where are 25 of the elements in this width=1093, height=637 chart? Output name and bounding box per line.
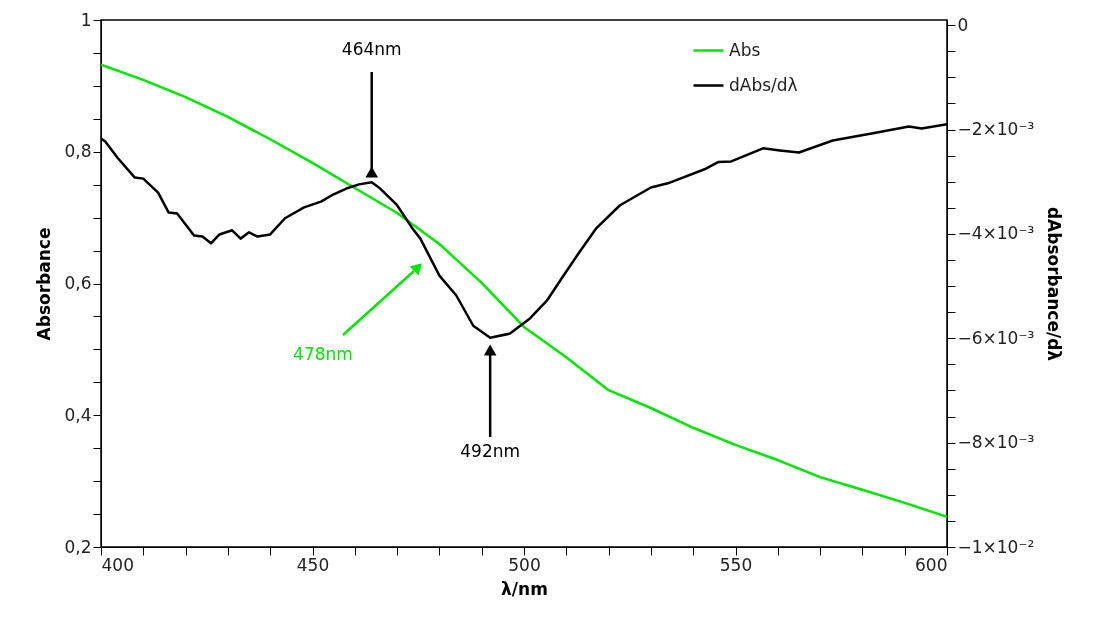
y2-axis-title: dAbsorbance/dλ: [1044, 206, 1065, 362]
legend-label: Abs: [729, 39, 761, 60]
y-tick-label: 1: [80, 9, 92, 30]
y2-tick-label: −6×10⁻³: [957, 327, 1035, 348]
y-tick-label: 0,2: [64, 536, 92, 557]
y2-tick-label: −1×10⁻²: [957, 536, 1035, 557]
y2-tick-label: −4×10⁻³: [957, 223, 1035, 244]
y-tick-label: 0,8: [64, 141, 92, 162]
x-tick-label: 550: [719, 554, 753, 575]
x-tick-label: 400: [101, 554, 134, 575]
y-tick-label: 0,4: [64, 404, 92, 425]
x-tick-label: 500: [508, 554, 541, 575]
y2-tick-label: −8×10⁻³: [957, 432, 1035, 453]
x-axis-title: λ/nm: [501, 578, 548, 599]
annotation: 478nm: [293, 344, 353, 364]
legend-label: dAbs/dλ: [729, 74, 798, 95]
line-series: [101, 63, 947, 518]
y2-tick-label: 0: [957, 14, 969, 35]
y-axis-title: Absorbance: [34, 227, 55, 341]
x-tick-label: 600: [915, 554, 948, 575]
y-tick-label: 0,6: [64, 273, 92, 293]
annotation: 492nm: [460, 441, 521, 461]
x-tick-label: 450: [296, 554, 330, 575]
annotation: 464nm: [341, 39, 402, 59]
y2-tick-label: −2×10⁻³: [957, 119, 1035, 140]
